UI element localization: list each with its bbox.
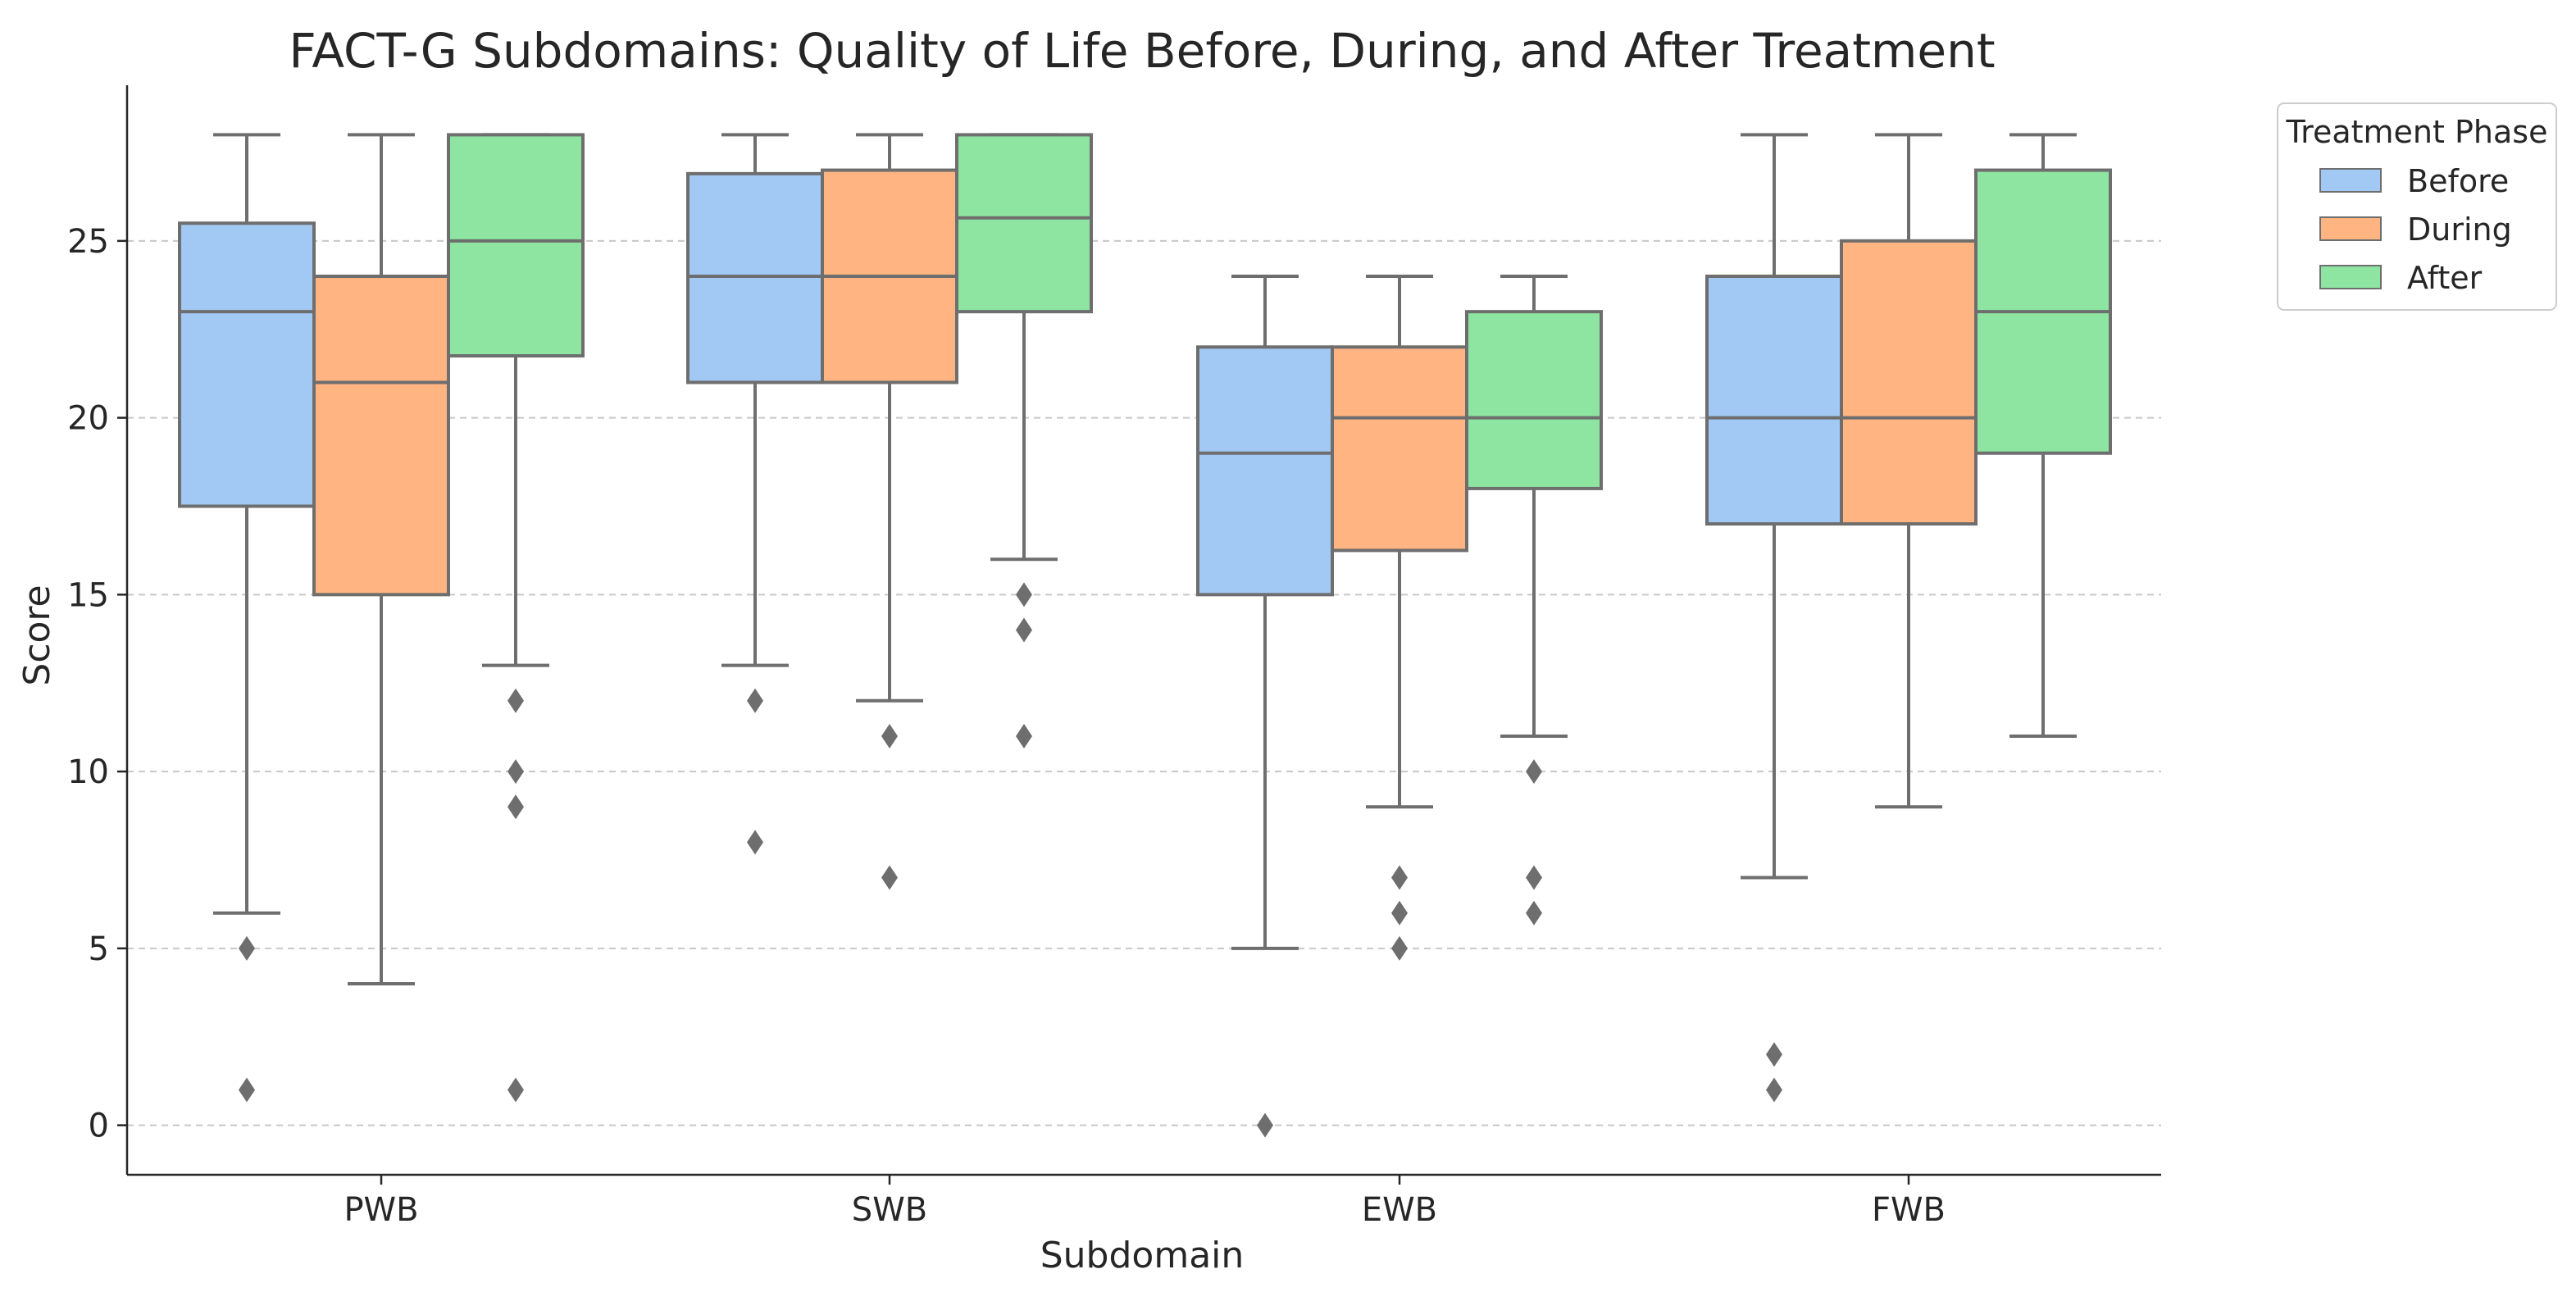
box-during-swb-outlier-0 xyxy=(881,723,898,748)
box-during-ewb xyxy=(1331,275,1468,961)
box-during-fwb-iqr xyxy=(1840,239,1978,526)
box-after-pwb-outlier-2 xyxy=(507,794,524,820)
box-during-ewb-outlier-0 xyxy=(1391,865,1408,890)
y-axis-label: Score xyxy=(16,585,58,685)
box-after-swb-outlier-0 xyxy=(1016,582,1032,607)
legend-label-before: Before xyxy=(2407,163,2509,199)
legend-label-during: During xyxy=(2407,212,2512,248)
box-after-swb-iqr xyxy=(955,133,1093,314)
box-after-ewb-iqr xyxy=(1465,310,1603,490)
y-tick-label-5: 5 xyxy=(89,930,109,968)
box-during-ewb-iqr xyxy=(1331,345,1468,553)
box-during-ewb-outlier-1 xyxy=(1391,900,1408,926)
box-during-pwb xyxy=(312,133,450,985)
legend-swatch-before xyxy=(2319,168,2382,193)
box-before-pwb-outlier-0 xyxy=(239,935,255,961)
box-after-pwb-iqr xyxy=(447,133,585,358)
x-tick-label-pwb: PWB xyxy=(344,1191,418,1229)
box-before-fwb-iqr xyxy=(1705,275,1843,526)
box-before-ewb-iqr xyxy=(1196,345,1334,597)
box-after-ewb xyxy=(1465,275,1603,926)
box-after-ewb-outlier-2 xyxy=(1526,900,1542,926)
chart-title: FACT-G Subdomains: Quality of Life Befor… xyxy=(289,23,1995,79)
box-after-pwb-outlier-3 xyxy=(507,1077,524,1103)
box-after-pwb-outlier-0 xyxy=(507,688,524,713)
box-before-pwb-outlier-1 xyxy=(239,1077,255,1103)
x-tick-label-ewb: EWB xyxy=(1362,1191,1437,1229)
box-after-swb-outlier-2 xyxy=(1016,723,1032,748)
box-during-pwb-iqr xyxy=(312,275,450,597)
box-after-pwb-outlier-1 xyxy=(507,759,524,785)
box-before-fwb xyxy=(1705,133,1843,1103)
box-during-swb-outlier-1 xyxy=(881,865,898,890)
box-before-pwb xyxy=(178,133,316,1103)
box-after-ewb-outlier-0 xyxy=(1526,759,1542,785)
box-before-ewb xyxy=(1196,275,1334,1138)
box-before-swb xyxy=(686,133,824,855)
box-before-swb-outlier-1 xyxy=(747,830,763,855)
legend-frame xyxy=(2277,102,2557,311)
axes xyxy=(125,85,2161,1176)
y-tick-label-25: 25 xyxy=(67,223,109,261)
y-tick-label-15: 15 xyxy=(67,576,109,614)
x-tick-label-swb: SWB xyxy=(852,1191,927,1229)
x-axis-label: Subdomain xyxy=(1040,1235,1245,1276)
legend-swatch-during xyxy=(2319,216,2382,241)
boxes xyxy=(178,133,2112,1138)
box-after-swb-outlier-1 xyxy=(1016,617,1032,643)
box-after-fwb xyxy=(1974,133,2112,738)
y-tick-label-10: 10 xyxy=(67,753,109,791)
y-ticks: 0 5 10 15 20 25 xyxy=(67,223,127,1145)
box-before-fwb-outlier-1 xyxy=(1766,1077,1782,1103)
box-after-swb xyxy=(955,133,1093,748)
box-before-pwb-iqr xyxy=(178,221,316,508)
box-during-ewb-outlier-2 xyxy=(1391,935,1408,961)
x-tick-label-fwb: FWB xyxy=(1872,1191,1946,1229)
x-ticks: PWB SWB EWB FWB xyxy=(344,1175,1946,1229)
legend: Treatment Phase Before During After xyxy=(2277,102,2557,311)
box-during-swb xyxy=(821,133,958,890)
legend-title: Treatment Phase xyxy=(2286,114,2548,150)
legend-items: Before During After xyxy=(2319,163,2512,296)
legend-label-after: After xyxy=(2407,260,2483,296)
y-tick-label-20: 20 xyxy=(67,400,109,438)
box-before-ewb-outlier-0 xyxy=(1257,1112,1273,1138)
box-before-swb-iqr xyxy=(686,171,824,384)
box-before-swb-outlier-0 xyxy=(747,688,763,713)
box-after-ewb-outlier-1 xyxy=(1526,865,1542,890)
y-tick-label-0: 0 xyxy=(89,1108,109,1145)
legend-swatch-after xyxy=(2319,265,2382,289)
box-during-fwb xyxy=(1840,133,1978,809)
box-after-pwb xyxy=(447,133,585,1103)
box-before-fwb-outlier-0 xyxy=(1766,1042,1782,1067)
